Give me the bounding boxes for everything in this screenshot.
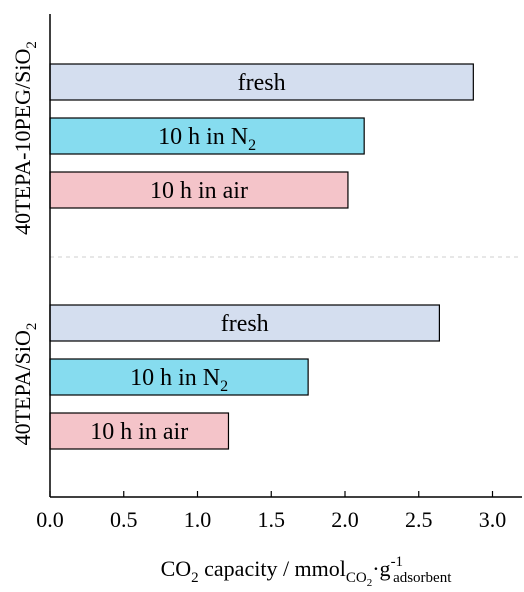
bar-label: 10 h in air — [90, 419, 188, 445]
x-tick-label: 0.0 — [36, 507, 64, 532]
bars-layer: fresh 10 h in N2 10 h in air fresh 10 h in N… — [49, 63, 474, 450]
group-label: 40TEPA-10PEG/SiO2 — [10, 41, 40, 235]
bar-label: 10 h in N2 — [130, 365, 228, 395]
x-tick-label: 2.5 — [405, 507, 433, 532]
bar-label: fresh — [238, 70, 286, 96]
x-tick-label: 1.5 — [258, 507, 286, 532]
axes-layer — [49, 14, 522, 498]
bar-label: fresh — [221, 311, 269, 337]
x-tick-label: 1.0 — [184, 507, 212, 532]
x-tick-label: 3.0 — [479, 507, 507, 532]
bar-label: 10 h in N2 — [158, 124, 256, 154]
ticks-layer: 0.0 0.5 1.0 1.5 2.0 2.5 3.0 — [36, 491, 506, 532]
x-tick-label: 0.5 — [110, 507, 138, 532]
group-label: 40TEPA/SiO2 — [10, 323, 40, 446]
bar-label: 10 h in air — [150, 178, 248, 204]
bar-1-1 — [49, 63, 474, 101]
bar-1-3 — [49, 171, 349, 209]
x-tick-label: 2.0 — [331, 507, 359, 532]
x-axis-title: CO2 capacity / mmolCO2·g-1 adsorbent — [161, 554, 453, 587]
x-axis-title-layer: CO2 capacity / mmolCO2·g-1 adsorbent — [161, 554, 453, 589]
group-labels-layer: 40TEPA-10PEG/SiO2 40TEPA/SiO2 — [10, 41, 40, 445]
